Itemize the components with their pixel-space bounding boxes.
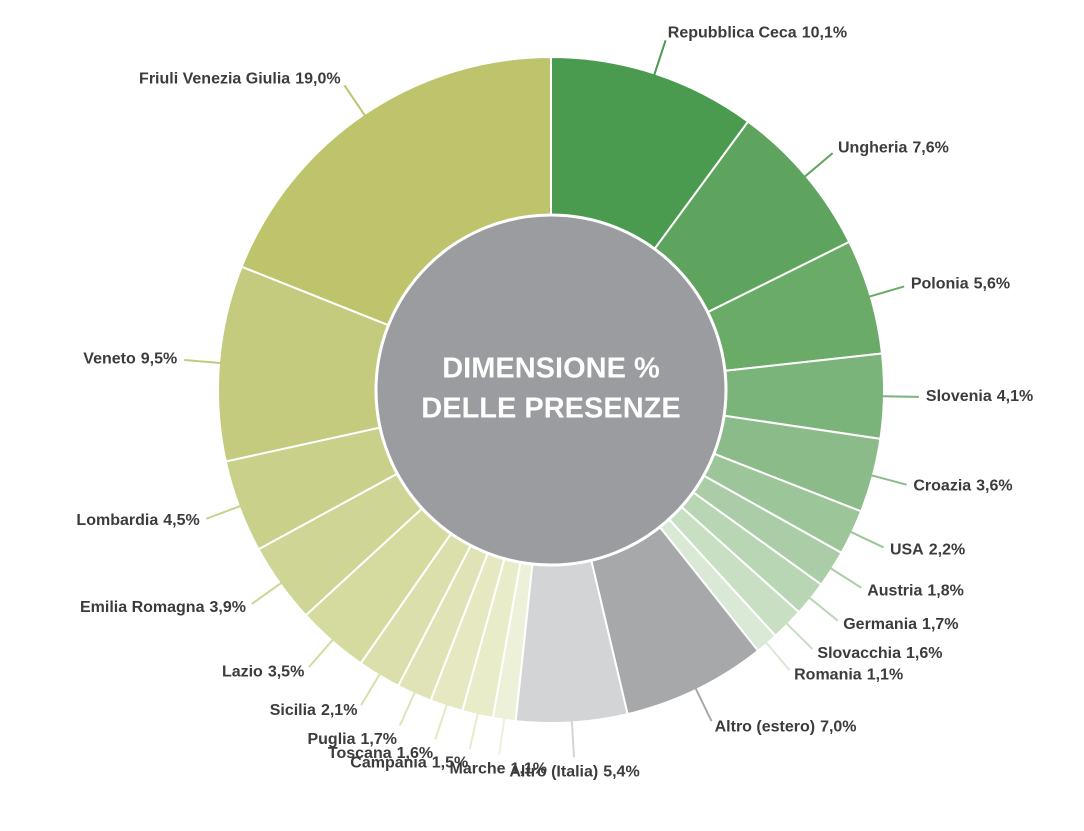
leader-line [802,591,839,622]
leader-line [308,632,340,668]
category-label: Friuli Venezia Giulia [139,71,290,88]
segment-label: Slovenia 4,1% [926,388,1033,405]
leader-line [842,527,885,549]
leader-line [498,709,507,755]
category-label: Ungheria [838,140,907,157]
segment-label: Croazia 3,6% [913,478,1012,495]
segment-label: Sicilia 2,1% [270,702,358,719]
segment-label: Lazio 3,5% [222,664,304,681]
leader-line [205,502,249,520]
category-label: Germania [843,616,917,633]
leader-line [862,472,907,486]
leader-line [650,39,667,84]
category-label: Lombardia [76,512,158,529]
segment-label: Germania 1,7% [843,616,958,633]
value-label: 1,1% [867,667,903,684]
category-label: Sicilia [270,702,316,719]
value-label: 10,1% [802,25,847,42]
category-label: Veneto [83,351,136,368]
leader-line [251,577,289,605]
leader-line [873,395,919,398]
leader-line [184,359,230,365]
value-label: 7,0% [820,719,856,736]
value-label: 7,6% [912,140,948,157]
category-label: USA [890,542,924,559]
category-label: Polonia [911,276,969,293]
value-label: 5,6% [974,276,1010,293]
value-label: 19,0% [295,71,340,88]
leader-line [759,635,791,671]
segment-label: Friuli Venezia Giulia 19,0% [139,71,341,88]
category-label: Repubblica Ceca [668,25,797,42]
value-label: 1,6% [397,745,433,762]
value-label: 2,1% [321,702,357,719]
segment-label: Campania 1,5% [350,755,468,772]
segment-label: Slovacchia 1,6% [817,645,942,662]
value-label: 1,7% [922,616,958,633]
category-label: Slovacchia [817,645,901,662]
category-label: Austria [867,583,922,600]
leader-line [398,684,420,726]
leader-line [468,704,481,750]
value-label: 1,6% [906,645,942,662]
segment-label: Altro (Italia) 5,4% [509,763,639,780]
category-label: Romania [794,667,862,684]
category-label: Altro (estero) [715,719,815,736]
leader-line [434,696,451,740]
value-label: 9,5% [141,351,177,368]
value-label: 4,5% [163,512,199,529]
leader-line [343,84,371,124]
value-label: 1,7% [361,731,397,748]
segment-label: Veneto 9,5% [83,351,177,368]
value-label: 1,5% [432,755,468,772]
center: DIMENSIONE % DELLE PRESENZE [374,213,728,567]
category-label: Lazio [222,664,263,681]
value-label: 1,1% [511,760,547,777]
value-label: 4,1% [997,388,1033,405]
leader-line [797,152,834,183]
leader-line [360,666,386,706]
segment-label: Lombardia 4,5% [76,512,199,529]
category-label: Slovenia [926,388,992,405]
segment-label: Ungheria 7,6% [838,140,949,157]
category-label: Puglia [307,731,355,748]
value-label: 2,2% [929,542,965,559]
value-label: 5,4% [603,763,639,780]
value-label: 3,5% [268,664,304,681]
segment-label: Puglia 1,7% [307,731,396,748]
category-label: Croazia [913,478,971,495]
center-label: DELLE PRESENZE [421,393,680,425]
category-label: Emilia Romagna [80,599,205,616]
segment-label: Altro (estero) 7,0% [715,719,857,736]
category-label: Altro (Italia) [509,763,598,780]
leader-line [822,562,862,589]
segment-label: Austria 1,8% [867,583,964,600]
center-label: DIMENSIONE % [442,353,660,385]
category-label: Campania [350,755,427,772]
segment-label: Marche 1,1% [450,760,548,777]
leader-line [860,285,905,301]
segment-label: USA 2,2% [890,542,965,559]
value-label: 3,6% [976,478,1012,495]
segment-label: Emilia Romagna 3,9% [80,599,246,616]
value-label: 3,9% [209,599,245,616]
segment-label: Repubblica Ceca 10,1% [668,25,847,42]
leader-line [779,616,814,650]
segment-label: Toscana 1,6% [328,745,433,762]
category-label: Marche [450,760,506,777]
leader-line [570,712,576,758]
segment-label: Romania 1,1% [794,667,903,684]
category-label: Toscana [328,745,392,762]
center-circle [374,213,728,567]
segment-label: Polonia 5,6% [911,276,1010,293]
leader-line [691,680,713,722]
value-label: 1,8% [927,583,963,600]
